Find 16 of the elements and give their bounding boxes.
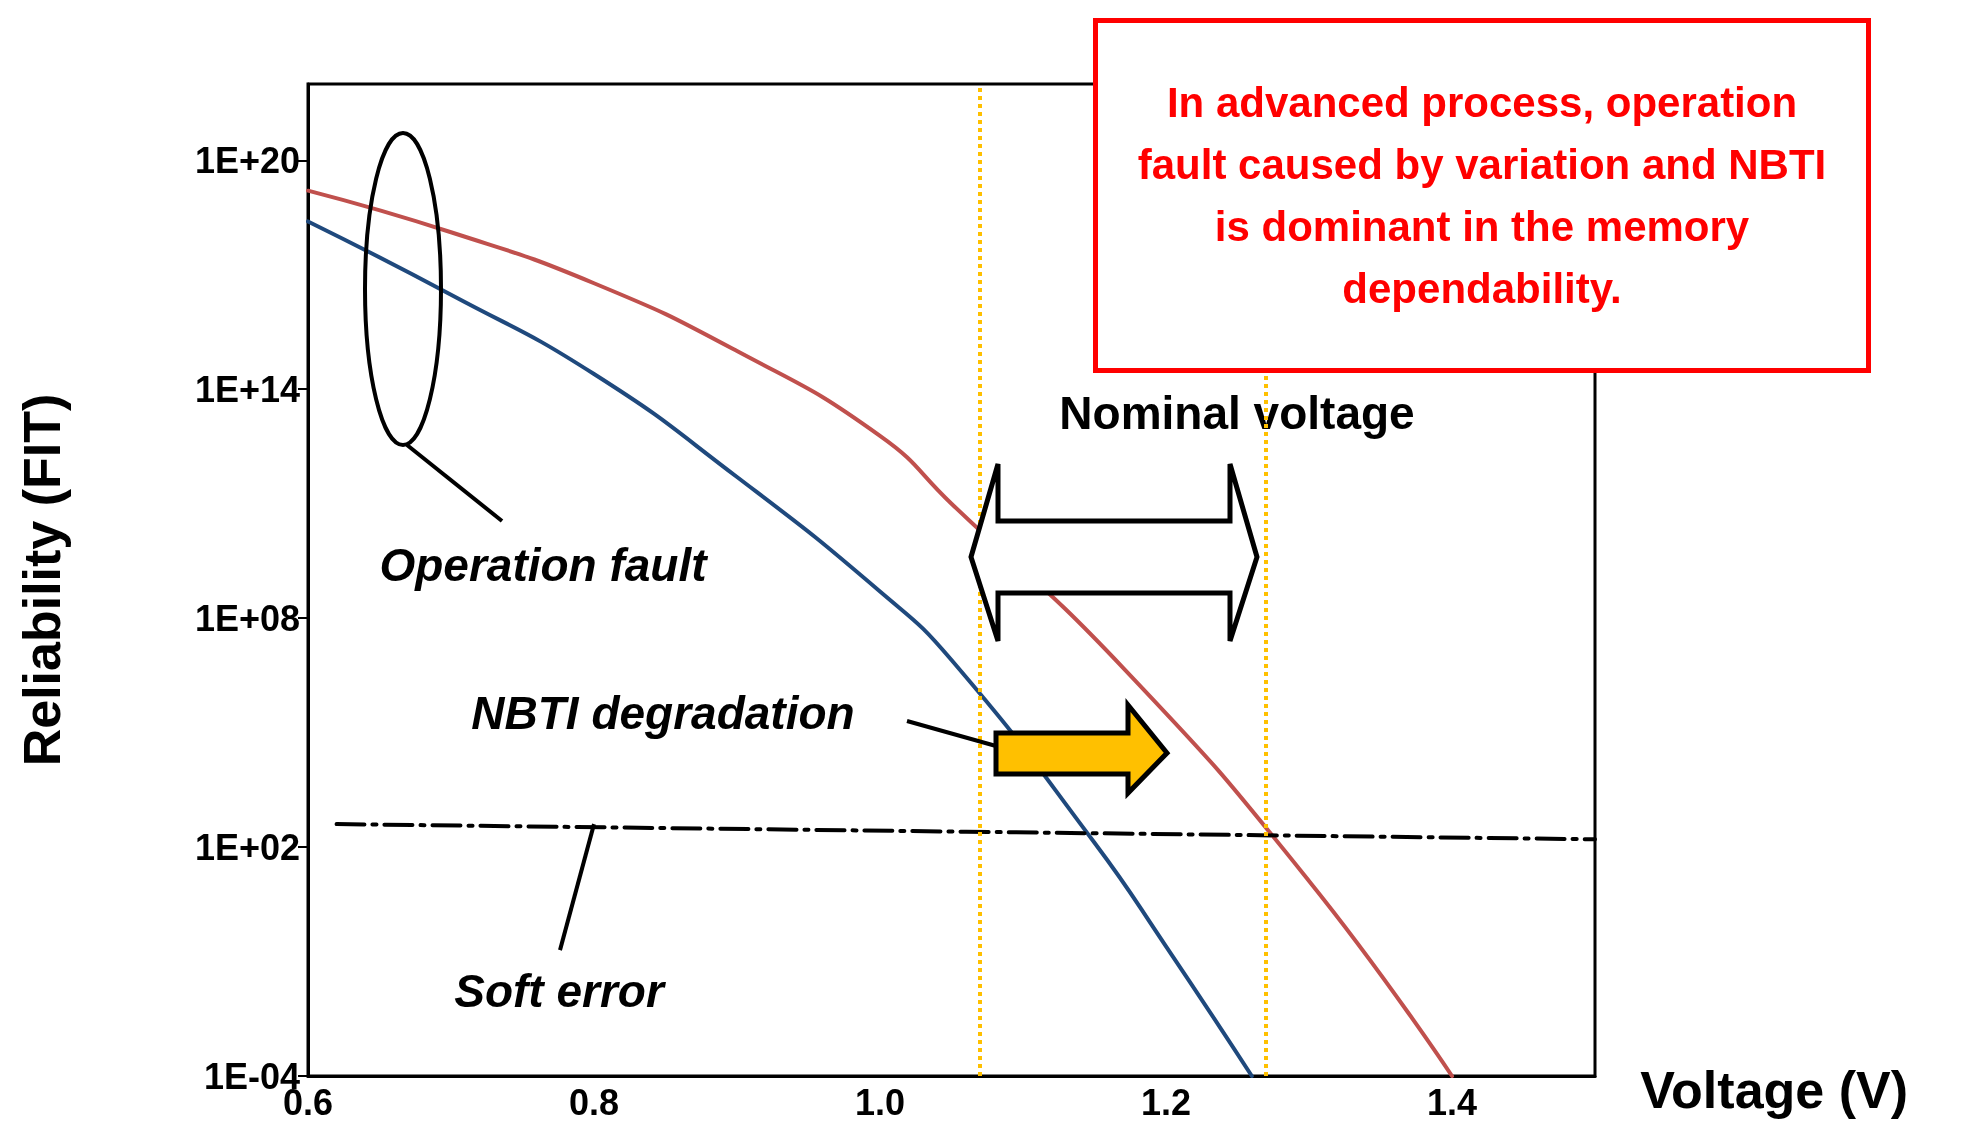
annotation: Nominal voltage xyxy=(1059,387,1415,439)
callout-box: In advanced process, operation fault caused by variation and NBTI is dominant in the memory dependability. xyxy=(1093,18,1871,373)
annotation: Soft error xyxy=(454,965,666,1018)
x-tick-label: 1.4 xyxy=(1426,1081,1478,1123)
x-tick-label: 0.8 xyxy=(568,1081,620,1123)
y-tick-label: 1E+02 xyxy=(194,826,300,868)
x-tick-label: 1.2 xyxy=(1140,1081,1192,1123)
annotation: In advanced process, operation fault caused by variation and NBTI is dominant in the memory dependability. xyxy=(1136,77,1828,314)
annotation: Operation fault xyxy=(379,539,709,591)
y-axis-title: Reliability (FIT) xyxy=(13,393,71,767)
y-tick-label: 1E+08 xyxy=(194,597,300,639)
x-tick-label: 1.0 xyxy=(854,1081,906,1123)
y-tick-label: 1E+14 xyxy=(194,368,300,410)
x-axis-title: Voltage (V) xyxy=(1640,1061,1908,1119)
y-tick-label: 1E+20 xyxy=(194,139,300,181)
annotation: NBTI degradation xyxy=(471,687,855,739)
